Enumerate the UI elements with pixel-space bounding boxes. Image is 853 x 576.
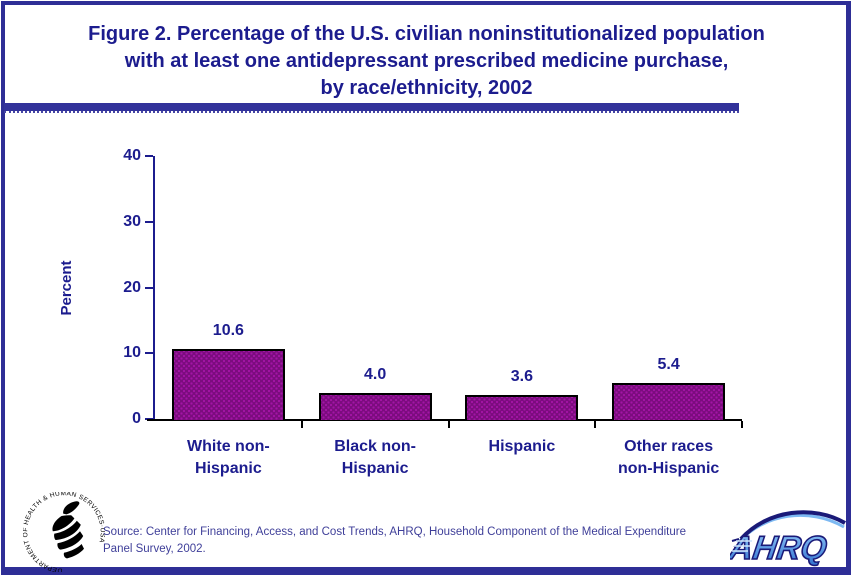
bar-hispanic	[465, 395, 579, 420]
y-axis-tick-label: 20	[123, 278, 141, 296]
x-axis-line	[147, 419, 742, 421]
ahrq-logo-text: AHRQ	[730, 530, 829, 567]
ahrq-swoosh-icon	[731, 510, 847, 548]
x-axis-category-label: Black non- Hispanic	[334, 438, 417, 477]
hhs-eagle-icon	[52, 501, 84, 559]
y-axis-tick-label: 30	[123, 212, 141, 230]
y-axis-tick	[145, 220, 153, 223]
bar-black-non-hispanic	[318, 392, 432, 420]
x-axis-tick	[300, 421, 303, 428]
ahrq-speed-stripes-icon	[732, 540, 752, 552]
x-axis-tick	[447, 421, 450, 428]
y-axis-tick	[145, 286, 153, 289]
x-axis-tick	[741, 421, 743, 428]
figure-title: Figure 2. Percentage of the U.S. civilia…	[88, 23, 765, 99]
x-axis-category-label: White non- Hispanic	[187, 438, 270, 477]
y-axis-tick-label: 0	[132, 410, 141, 427]
y-axis-title: Percent	[58, 260, 75, 316]
bar-value-label: 4.0	[364, 365, 387, 383]
y-axis-tick	[145, 155, 153, 157]
hhs-logo: DEPARTMENT OF HEALTH & HUMAN SERVICES·US…	[23, 492, 105, 572]
x-axis-tick	[594, 421, 597, 428]
x-axis-category-label: Hispanic	[488, 438, 556, 455]
y-axis-tick	[145, 352, 153, 355]
bar-white-non-hispanic	[171, 349, 285, 420]
bar-chart: Percent 0 10 20 30 40 10.6 White non- Hispanic…	[0, 130, 853, 490]
x-axis-category-label: Other races non-Hispanic	[617, 438, 720, 477]
title-divider-bar	[4, 103, 739, 113]
ahrq-logo: AHRQ	[730, 510, 847, 568]
bar-value-label: 3.6	[510, 368, 533, 386]
y-axis-tick-label: 10	[123, 344, 141, 362]
divider-dotted-line	[4, 111, 739, 113]
y-axis-tick-label: 40	[123, 147, 141, 164]
bar-other-races-non-hispanic	[612, 383, 726, 420]
bar-value-label: 5.4	[657, 356, 680, 374]
y-axis-line	[153, 156, 155, 421]
source-text: Source: Center for Financing, Access, an…	[103, 526, 686, 555]
bar-value-label: 10.6	[212, 322, 244, 340]
